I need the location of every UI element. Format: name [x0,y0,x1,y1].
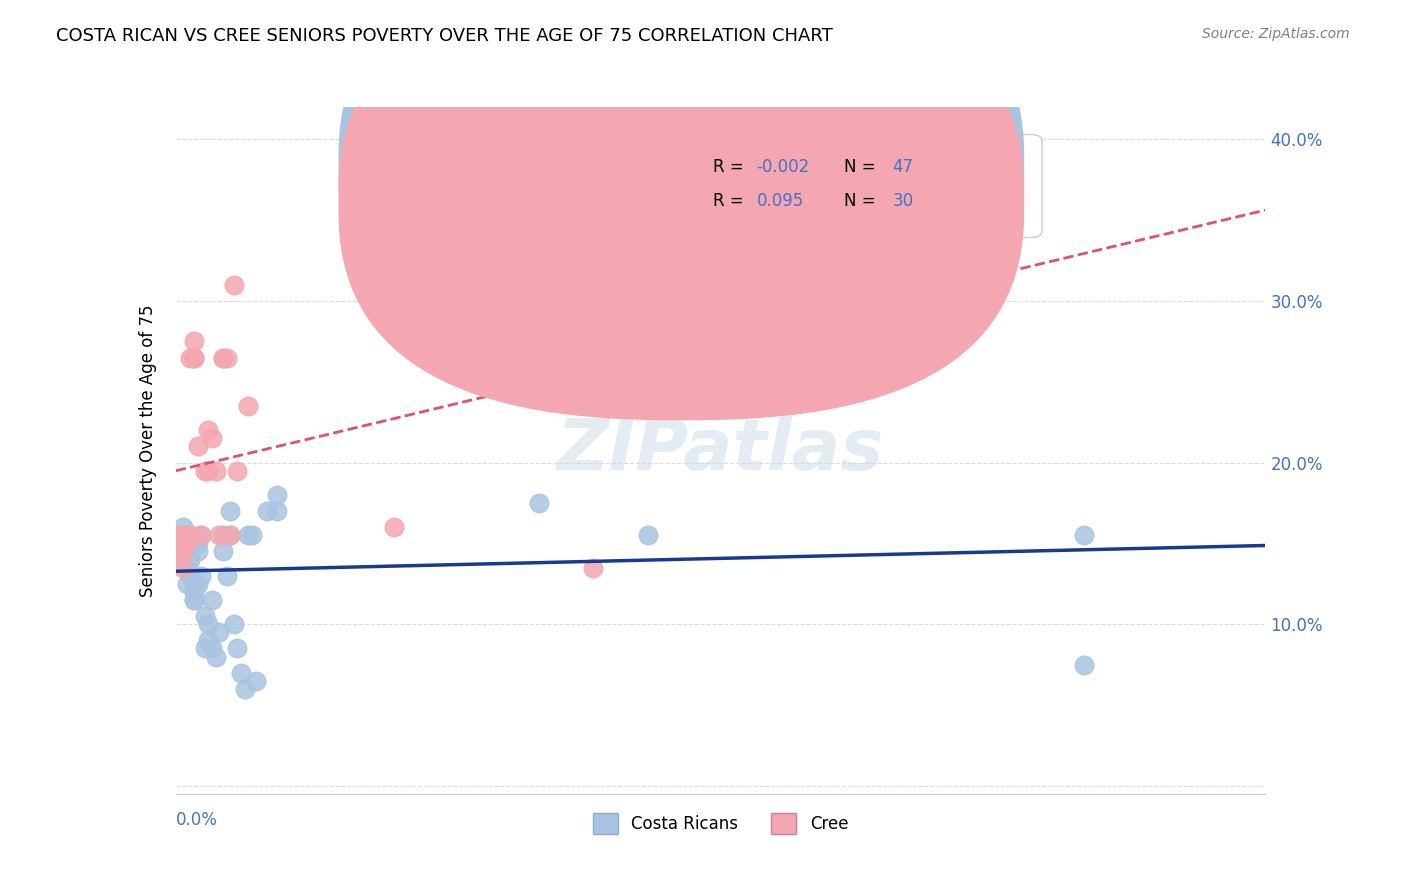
Text: N =: N = [844,192,880,210]
Point [169,544,191,558]
Text: N =: N = [844,158,880,176]
Point [212,351,235,365]
Point [179,568,201,582]
Text: R =: R = [713,158,749,176]
Point [183,334,205,349]
Point [179,528,201,542]
Point [194,609,217,624]
Point [212,544,235,558]
Point [1073,528,1095,542]
FancyBboxPatch shape [339,0,1024,385]
Point [176,528,198,542]
Point [208,528,231,542]
Text: -0.002: -0.002 [756,158,810,176]
Point [169,528,191,542]
Text: 47: 47 [893,158,914,176]
Point [176,528,198,542]
Point [172,544,194,558]
Point [183,585,205,599]
Point [194,464,217,478]
Point [240,528,263,542]
Point [183,576,205,591]
Point [201,641,224,656]
Point [215,568,238,582]
Point [176,560,198,574]
Point [183,593,205,607]
Point [219,528,242,542]
Point [382,520,405,534]
Point [245,673,267,688]
Point [179,528,201,542]
Point [186,439,209,453]
Point [256,504,278,518]
Point [172,520,194,534]
FancyBboxPatch shape [339,0,1024,419]
Point [212,528,235,542]
Point [222,617,245,632]
Point [204,649,226,664]
Y-axis label: Seniors Poverty Over the Age of 75: Seniors Poverty Over the Age of 75 [139,304,157,597]
Point [176,576,198,591]
Point [190,568,212,582]
FancyBboxPatch shape [638,135,1042,237]
Text: 0.0%: 0.0% [176,811,218,829]
Point [179,536,201,550]
Point [238,528,260,542]
Text: 0.095: 0.095 [756,192,804,210]
Point [238,399,260,413]
Point [222,277,245,292]
Point [172,552,194,566]
Point [190,528,212,542]
Point [266,488,288,502]
Point [219,528,242,542]
Point [183,593,205,607]
Point [186,544,209,558]
Point [201,593,224,607]
Point [197,423,219,437]
Point [782,181,804,195]
Point [197,617,219,632]
Point [226,641,249,656]
Text: 30: 30 [893,192,914,210]
Point [179,552,201,566]
Text: ZIPatlas: ZIPatlas [557,416,884,485]
Point [1073,657,1095,672]
Point [197,464,219,478]
Point [183,351,205,365]
Point [233,681,256,696]
Point [190,528,212,542]
Legend: Costa Ricans, Cree: Costa Ricans, Cree [586,807,855,840]
Point [176,536,198,550]
Point [172,544,194,558]
Point [197,633,219,648]
Text: COSTA RICAN VS CREE SENIORS POVERTY OVER THE AGE OF 75 CORRELATION CHART: COSTA RICAN VS CREE SENIORS POVERTY OVER… [56,27,832,45]
Point [266,504,288,518]
Point [208,625,231,640]
Point [212,351,235,365]
Point [231,665,253,680]
Point [339,132,361,146]
Point [183,351,205,365]
Point [194,641,217,656]
Point [172,560,194,574]
Point [179,351,201,365]
Point [219,504,242,518]
Point [204,464,226,478]
Point [201,431,224,445]
Point [169,528,191,542]
Point [226,464,249,478]
Point [582,560,605,574]
Point [186,536,209,550]
Point [215,351,238,365]
Text: R =: R = [713,192,749,210]
Point [527,496,550,510]
Point [637,528,659,542]
Point [186,576,209,591]
Text: Source: ZipAtlas.com: Source: ZipAtlas.com [1202,27,1350,41]
